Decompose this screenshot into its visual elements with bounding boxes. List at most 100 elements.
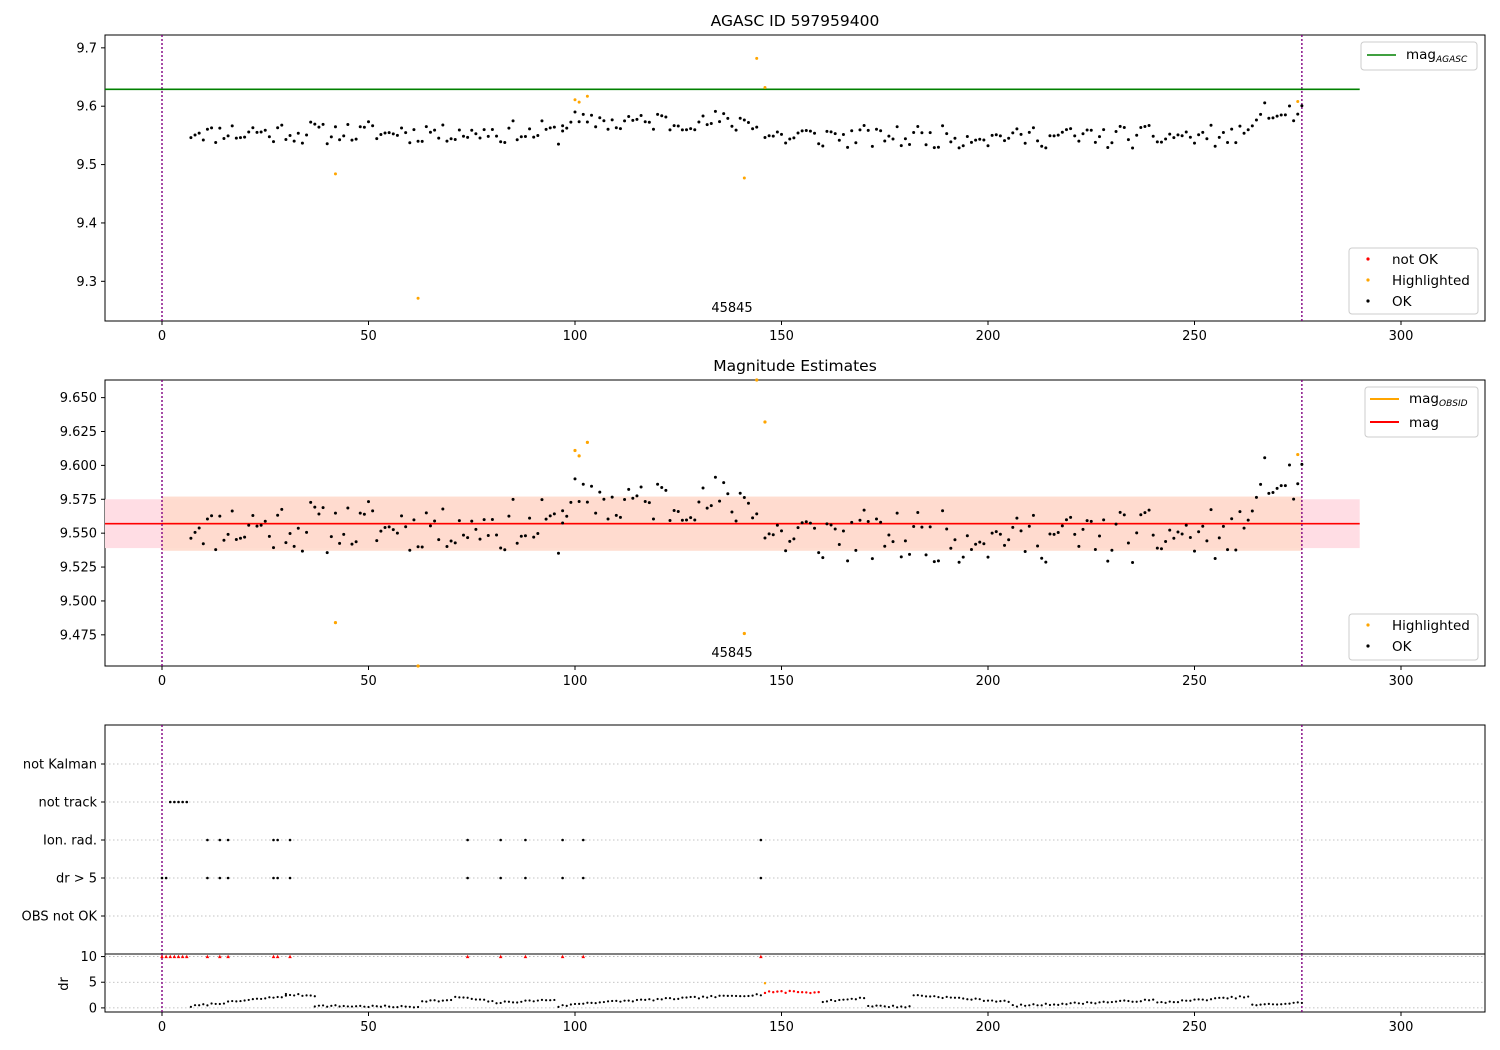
ok-point (1060, 524, 1064, 528)
ok-point (569, 120, 573, 124)
dr-point (1102, 1000, 1105, 1003)
ok-point (243, 135, 247, 139)
dr-point (1081, 1002, 1085, 1005)
dr-point (693, 995, 696, 998)
ok-point (1060, 130, 1064, 134)
dr-point (970, 998, 973, 1001)
ok-point (821, 144, 825, 148)
dr-point (342, 1004, 345, 1008)
ok-point (693, 128, 697, 132)
dr-point (1205, 999, 1208, 1002)
ok-point (1221, 524, 1225, 528)
flag-point (218, 838, 222, 842)
flag-point (288, 876, 292, 880)
dr-point (499, 1001, 502, 1005)
ok-point (1283, 113, 1287, 117)
dr-point (668, 997, 672, 1000)
ok-point (313, 505, 317, 509)
ok-point (1283, 484, 1287, 488)
dr-ytick-label: 5 (89, 976, 97, 991)
chart-title-agasc: AGASC ID 597959400 (711, 12, 880, 30)
ok-point (1106, 559, 1110, 563)
dr-point (1164, 1001, 1167, 1004)
ok-point (205, 517, 209, 521)
dr-clipped-point (180, 954, 185, 959)
ok-point (507, 126, 511, 130)
ok-point (276, 126, 280, 130)
dr-point (462, 996, 465, 999)
ok-point (1044, 146, 1048, 150)
ok-point (288, 134, 292, 138)
ok-point (1184, 523, 1188, 527)
ok-point (449, 539, 453, 543)
dr-point (272, 996, 275, 999)
ok-point (874, 127, 878, 131)
dr-point (710, 994, 713, 998)
ok-point (1114, 522, 1118, 526)
dr-point (1222, 996, 1225, 999)
ok-point (329, 135, 333, 139)
ok-point (623, 119, 627, 123)
ok-point (668, 128, 672, 132)
ok-point (879, 520, 883, 524)
dr-clipped-point (205, 954, 210, 959)
dr-point (511, 1001, 515, 1004)
ok-point (1011, 131, 1015, 135)
ok-point (503, 141, 507, 145)
ok-point (705, 506, 709, 510)
agasc-ytick-label: 9.6 (76, 100, 97, 115)
ok-point (1164, 540, 1168, 544)
dr-point (1147, 999, 1151, 1002)
ok-point (1085, 519, 1089, 523)
ok-point (433, 128, 437, 132)
ok-point (230, 509, 234, 513)
legend-marker (1366, 299, 1370, 303)
ok-point (767, 532, 771, 536)
ok-point (627, 115, 631, 119)
ok-point (1081, 527, 1085, 531)
flag-point (581, 838, 585, 842)
ok-point (556, 551, 560, 555)
dr-ytick-label: 0 (89, 1001, 97, 1016)
ok-point (1209, 123, 1213, 127)
ok-point (391, 528, 395, 532)
agasc-ytick-label: 9.5 (76, 158, 97, 173)
ok-point (924, 553, 928, 557)
agasc-xtick-label: 0 (158, 329, 166, 344)
dr-point (846, 998, 849, 1001)
ok-point (825, 522, 829, 526)
dr-point (1003, 999, 1006, 1002)
ok-point (606, 517, 610, 521)
ok-point (598, 490, 602, 494)
ok-point (379, 132, 383, 136)
legend-status-mid (1348, 613, 1479, 661)
dr-point (627, 999, 630, 1002)
ok-point (379, 529, 383, 533)
ok-point (325, 142, 329, 146)
dr-point (656, 997, 659, 1001)
ok-point (656, 482, 660, 486)
flag-point (168, 800, 172, 804)
dr-clipped-point (226, 954, 230, 959)
legend-status-label: Highlighted (1392, 273, 1470, 289)
ok-point (701, 486, 705, 490)
ok-point (953, 538, 957, 542)
ok-point (1246, 128, 1250, 132)
mag-xtick-label: 150 (769, 674, 794, 689)
ok-point (664, 488, 668, 492)
ok-point (883, 544, 887, 548)
ok-point (573, 477, 577, 481)
ok-point (1213, 556, 1217, 560)
flag-point (561, 838, 564, 842)
ok-point (1011, 525, 1015, 529)
dr-point (957, 996, 961, 999)
dr-point (615, 999, 618, 1003)
ok-point (540, 498, 544, 502)
legend-mag-label: mag (1409, 415, 1439, 431)
ok-point (895, 125, 899, 129)
ok-point (709, 122, 713, 126)
ok-point (718, 499, 722, 503)
ok-point (647, 501, 651, 505)
dr-point (293, 994, 296, 997)
ok-point (784, 141, 788, 145)
